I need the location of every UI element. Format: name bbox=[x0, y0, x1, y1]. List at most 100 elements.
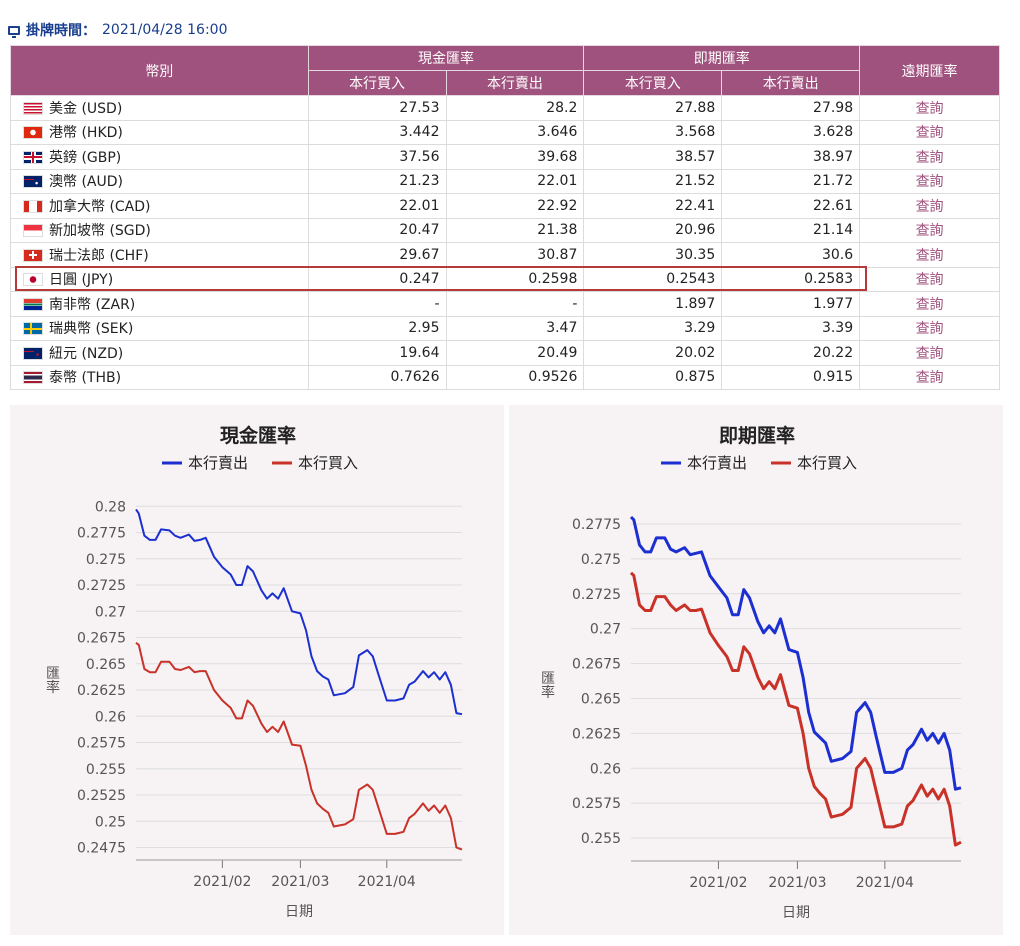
legend-item[interactable]: 本行買入 bbox=[272, 454, 358, 472]
y-tick-label: 0.265 bbox=[581, 691, 621, 707]
y-axis-ticks: 0.255 0.2575 0.26 0.2625 0.265 0.2675 0.27 0.27… bbox=[572, 517, 621, 847]
currency-name: 紐元 (NZD) bbox=[49, 345, 124, 362]
forward-rate-query-link[interactable]: 查詢 bbox=[859, 119, 1000, 145]
forward-rate-query-link[interactable]: 查詢 bbox=[859, 315, 1000, 341]
spot-sell-cell: 22.61 bbox=[721, 193, 861, 219]
y-gridlines bbox=[136, 505, 462, 848]
legend-label: 本行買入 bbox=[797, 454, 857, 472]
legend-item[interactable]: 本行賣出 bbox=[661, 454, 747, 472]
legend-item[interactable]: 本行買入 bbox=[771, 454, 857, 472]
y-tick-label: 0.26 bbox=[590, 761, 621, 777]
column-header-cash-buy: 本行買入 bbox=[307, 70, 447, 96]
th-flag-icon bbox=[23, 371, 43, 385]
y-tick-label: 0.2775 bbox=[77, 526, 126, 542]
spot-buy-cell: 0.2543 bbox=[583, 266, 723, 292]
currency-cell: 瑞典幣 (SEK) bbox=[10, 315, 309, 341]
y-tick-label: 0.2475 bbox=[77, 841, 126, 857]
x-axis-label: 日期 bbox=[285, 904, 313, 920]
monitor-icon bbox=[8, 25, 20, 38]
forward-rate-query-link[interactable]: 查詢 bbox=[859, 95, 1000, 121]
y-tick-label: 0.255 bbox=[86, 762, 126, 778]
table-row: 紐元 (NZD) 19.64 20.49 20.02 20.22 查詢 bbox=[10, 340, 1000, 366]
spot-buy-cell: 30.35 bbox=[583, 242, 723, 268]
forward-rate-query-link[interactable]: 查詢 bbox=[859, 266, 1000, 292]
cash-buy-cell: 22.01 bbox=[307, 193, 447, 219]
forward-rate-query-link[interactable]: 查詢 bbox=[859, 168, 1000, 194]
cash-buy-cell: 2.95 bbox=[307, 315, 447, 341]
currency-name: 瑞士法郎 (CHF) bbox=[49, 247, 149, 264]
currency-cell: 美金 (USD) bbox=[10, 95, 309, 121]
column-header-spot-buy: 本行買入 bbox=[583, 70, 723, 96]
forward-rate-query-link[interactable]: 查詢 bbox=[859, 340, 1000, 366]
spot-buy-cell: 38.57 bbox=[583, 144, 723, 170]
y-tick-label: 0.2725 bbox=[572, 587, 621, 603]
currency-cell: 新加坡幣 (SGD) bbox=[10, 217, 309, 243]
cash-sell-cell: 21.38 bbox=[445, 217, 585, 243]
column-header-spot-sell: 本行賣出 bbox=[721, 70, 861, 96]
forward-rate-query-link[interactable]: 查詢 bbox=[859, 242, 1000, 268]
y-tick-label: 0.2675 bbox=[77, 631, 126, 647]
forward-rate-query-link[interactable]: 查詢 bbox=[859, 193, 1000, 219]
currency-cell: 英鎊 (GBP) bbox=[10, 144, 309, 170]
x-axis-ticks: 2021/02 2021/03 2021/04 bbox=[689, 861, 914, 891]
x-tick-label: 2021/03 bbox=[271, 874, 329, 890]
series-line-sell bbox=[629, 515, 962, 791]
cash-buy-cell: 0.247 bbox=[307, 266, 447, 292]
y-tick-label: 0.2525 bbox=[77, 788, 126, 804]
y-tick-label: 0.275 bbox=[581, 552, 621, 568]
za-flag-icon bbox=[23, 297, 43, 311]
chart-legend: 本行賣出 本行買入 bbox=[661, 454, 857, 472]
currency-cell: 瑞士法郎 (CHF) bbox=[10, 242, 309, 268]
spot-buy-cell: 3.568 bbox=[583, 119, 723, 145]
chart-title: 即期匯率 bbox=[719, 424, 795, 447]
spot-sell-cell: 27.98 bbox=[721, 95, 861, 121]
rate-time-label: 掛牌時間： bbox=[26, 23, 96, 39]
currency-name: 英鎊 (GBP) bbox=[49, 149, 122, 166]
y-tick-label: 0.2575 bbox=[572, 796, 621, 812]
table-row: 港幣 (HKD) 3.442 3.646 3.568 3.628 查詢 bbox=[10, 119, 1000, 145]
y-tick-label: 0.2625 bbox=[572, 726, 621, 742]
currency-cell: 澳幣 (AUD) bbox=[10, 168, 309, 194]
currency-name: 泰幣 (THB) bbox=[49, 370, 122, 387]
y-tick-label: 0.27 bbox=[590, 622, 621, 638]
forward-rate-query-link[interactable]: 查詢 bbox=[859, 364, 1000, 390]
cash-sell-cell: 0.9526 bbox=[445, 364, 585, 390]
ca-flag-icon bbox=[23, 199, 43, 213]
chart-title: 現金匯率 bbox=[220, 424, 296, 447]
cash-sell-cell: 22.92 bbox=[445, 193, 585, 219]
forward-rate-query-link[interactable]: 查詢 bbox=[859, 291, 1000, 317]
us-flag-icon bbox=[23, 101, 43, 115]
sg-flag-icon bbox=[23, 224, 43, 238]
y-tick-label: 0.2575 bbox=[77, 736, 126, 752]
forward-rate-query-link[interactable]: 查詢 bbox=[859, 144, 1000, 170]
se-flag-icon bbox=[23, 322, 43, 336]
cash-sell-cell: - bbox=[445, 291, 585, 317]
column-group-cash-rate: 現金匯率 bbox=[307, 45, 585, 71]
y-tick-label: 0.2675 bbox=[572, 657, 621, 673]
cash-buy-cell: - bbox=[307, 291, 447, 317]
y-axis-ticks: 0.2475 0.25 0.2525 0.255 0.2575 0.26 0.2625 0.2… bbox=[77, 499, 126, 856]
cash-buy-cell: 20.47 bbox=[307, 217, 447, 243]
y-tick-label: 0.275 bbox=[86, 552, 126, 568]
cash-sell-cell: 20.49 bbox=[445, 340, 585, 366]
y-tick-label: 0.255 bbox=[581, 831, 621, 847]
series-line-buy bbox=[135, 642, 463, 851]
forward-rate-query-link[interactable]: 查詢 bbox=[859, 217, 1000, 243]
column-header-forward-rate: 遠期匯率 bbox=[859, 45, 1000, 96]
column-group-spot-rate: 即期匯率 bbox=[583, 45, 861, 71]
table-row: 瑞典幣 (SEK) 2.95 3.47 3.29 3.39 查詢 bbox=[10, 315, 1000, 341]
ch-flag-icon bbox=[23, 248, 43, 262]
spot-sell-cell: 21.14 bbox=[721, 217, 861, 243]
legend-label: 本行賣出 bbox=[188, 454, 248, 472]
y-tick-label: 0.2625 bbox=[77, 683, 126, 699]
currency-cell: 南非幣 (ZAR) bbox=[10, 291, 309, 317]
spot-buy-cell: 22.41 bbox=[583, 193, 723, 219]
spot-buy-cell: 0.875 bbox=[583, 364, 723, 390]
y-axis-label: 匯率 bbox=[44, 666, 60, 694]
currency-name: 新加坡幣 (SGD) bbox=[49, 223, 151, 240]
currency-name: 美金 (USD) bbox=[49, 100, 123, 117]
legend-item[interactable]: 本行賣出 bbox=[162, 454, 248, 472]
currency-name: 日圓 (JPY) bbox=[49, 272, 114, 289]
table-row: 泰幣 (THB) 0.7626 0.9526 0.875 0.915 查詢 bbox=[10, 364, 1000, 390]
